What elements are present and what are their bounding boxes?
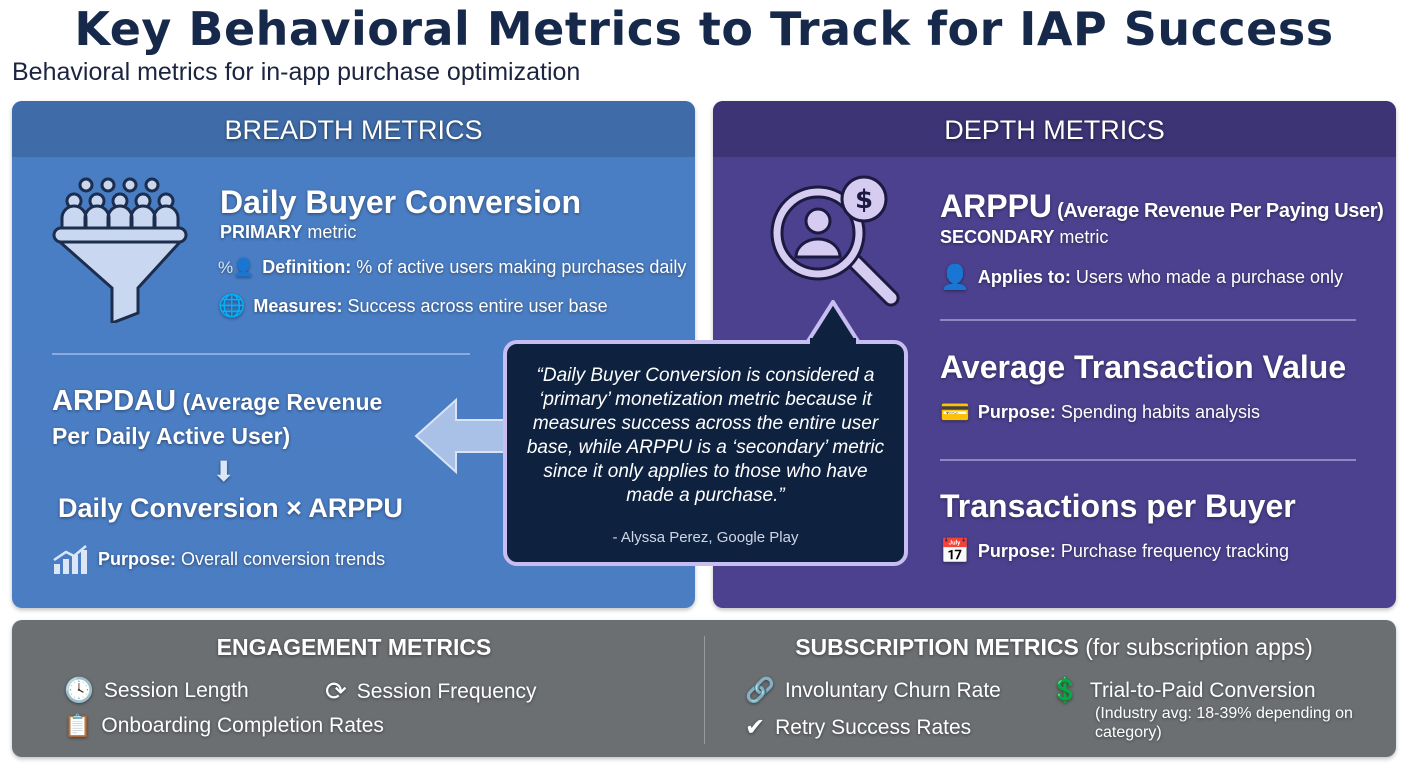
percent-user-icon: %👤 [218, 257, 255, 277]
trial-note: (Industry avg: 18-39% depending on categ… [1095, 705, 1353, 741]
measures-text: Success across entire user base [342, 295, 608, 316]
metric-label: metric [302, 222, 357, 242]
magnifier-user-dollar-icon: $ [770, 175, 900, 307]
growth-chart-icon [53, 545, 87, 574]
atv-title: Average Transaction Value [940, 349, 1347, 385]
broken-link-icon: 🔗 [745, 677, 775, 704]
arpdau-expansion-line2: Per Daily Active User) [52, 423, 291, 449]
page-subtitle: Behavioral metrics for in-app purchase o… [12, 58, 581, 86]
arppu-title: ARPPU [940, 188, 1053, 224]
divider [52, 353, 470, 355]
engagement-item: Session Frequency [356, 679, 537, 703]
purpose-label: Purpose: [977, 402, 1056, 422]
applies-label: Applies to: [977, 267, 1071, 287]
callout-pointer-joint [810, 338, 856, 346]
subscription-item: Involuntary Churn Rate [784, 678, 1001, 702]
down-arrow-icon: ⬇ [212, 456, 236, 487]
purpose-label: Purpose: [98, 548, 177, 569]
secondary-label: SECONDARY [940, 227, 1055, 247]
quote-box: “Daily Buyer Conversion is considered a … [503, 340, 908, 566]
dollar-cycle-icon: 💲 [1050, 677, 1080, 704]
bottom-metrics-panel: ENGAGEMENT METRICS 🕓 Session Length ⟳ Sess… [12, 620, 1396, 757]
subscription-header: SUBSCRIPTION METRICS [795, 634, 1079, 660]
globe-check-icon: 🌐 [218, 293, 246, 318]
divider [940, 319, 1356, 321]
applies-text: Users who made a purchase only [1070, 267, 1344, 287]
clock-icon: 🕓 [64, 677, 94, 704]
metric-label: metric [1054, 227, 1109, 247]
engagement-header: ENGAGEMENT METRICS [216, 634, 492, 660]
definition-text: % of active users making purchases daily [351, 257, 687, 277]
callout-pointer [805, 300, 861, 346]
purpose-text: Purchase frequency tracking [1055, 541, 1290, 561]
measures-label: Measures: [253, 295, 343, 316]
breadth-header: BREADTH METRICS [12, 101, 695, 157]
engagement-item: Session Length [103, 678, 249, 702]
purpose-text: Spending habits analysis [1055, 402, 1261, 422]
check-cycle-icon: ✔ [745, 714, 766, 741]
definition-label: Definition: [262, 257, 352, 277]
depth-metrics-panel: DEPTH METRICS $ ARPPU (Average Revenue P… [713, 101, 1396, 608]
funnel-users-icon [52, 177, 188, 323]
purpose-text: Overall conversion trends [176, 548, 386, 569]
coins-card-icon: 💳 [940, 399, 970, 426]
purpose-label: Purpose: [977, 541, 1056, 561]
user-cart-icon: 👤 [940, 264, 970, 291]
subscription-item: Retry Success Rates [775, 715, 972, 739]
subscription-item: Trial-to-Paid Conversion [1089, 678, 1316, 702]
divider [704, 636, 705, 744]
primary-label: PRIMARY [220, 222, 303, 242]
tpb-title: Transactions per Buyer [940, 488, 1296, 524]
subscription-header-suffix: (for subscription apps) [1078, 634, 1313, 660]
daily-buyer-conversion-title: Daily Buyer Conversion [220, 184, 581, 220]
depth-header: DEPTH METRICS [713, 101, 1396, 157]
svg-text:$: $ [855, 185, 873, 215]
left-arrow-icon [414, 397, 508, 475]
calendar-icon: 📅 [940, 538, 970, 565]
engagement-item: Onboarding Completion Rates [101, 714, 384, 737]
arppu-expansion: (Average Revenue Per Paying User) [1052, 200, 1384, 222]
arpdau-title: ARPDAU [52, 385, 177, 417]
clipboard-checklist-icon: 📋 [64, 713, 92, 738]
arpdau-formula: Daily Conversion × ARPPU [58, 493, 403, 523]
arpdau-expansion: (Average Revenue [176, 389, 383, 415]
divider [940, 459, 1356, 461]
quote-text: “Daily Buyer Conversion is considered a … [526, 365, 885, 506]
page-title: Key Behavioral Metrics to Track for IAP … [74, 2, 1334, 56]
quote-attribution: - Alyssa Perez, Google Play [612, 529, 799, 546]
refresh-icon: ⟳ [325, 676, 347, 706]
